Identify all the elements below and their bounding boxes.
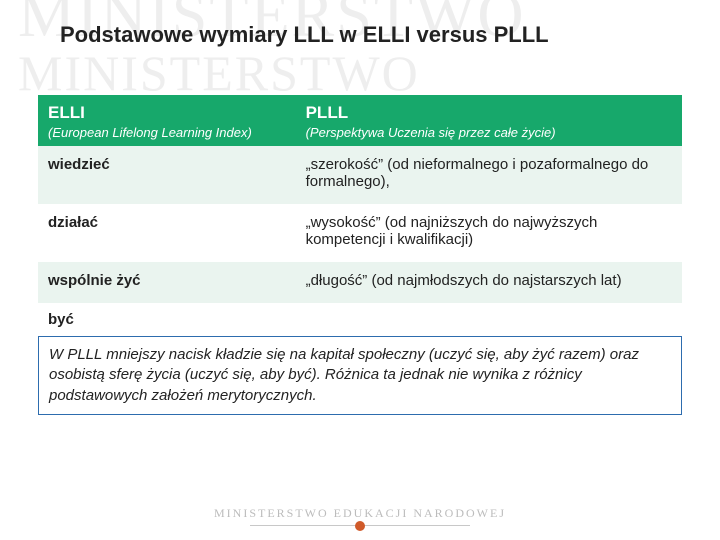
watermark-small: MINISTERSTWO	[18, 44, 420, 102]
page-title: Podstawowe wymiary LLL w ELLI versus PLL…	[60, 22, 690, 48]
cell-right: „wysokość” (od najniższych do najwyższyc…	[296, 204, 682, 262]
table-header-row: ELLI PLLL	[38, 95, 682, 125]
footer: MINISTERSTWO EDUKACJI NARODOWEJ	[0, 506, 720, 526]
comparison-table-container: ELLI PLLL (European Lifelong Learning In…	[38, 95, 682, 415]
header-plll: PLLL	[296, 95, 682, 125]
cell-right	[296, 303, 682, 332]
cell-right: „długość” (od najmłodszych do najstarszy…	[296, 262, 682, 303]
footer-ornament-icon	[355, 521, 365, 531]
cell-left: wspólnie żyć	[38, 262, 296, 303]
footer-divider	[250, 525, 470, 526]
cell-left: działać	[38, 204, 296, 262]
comparison-table: ELLI PLLL (European Lifelong Learning In…	[38, 95, 682, 332]
subheader-elli: (European Lifelong Learning Index)	[38, 125, 296, 146]
footnote-box: W PLLL mniejszy nacisk kładzie się na ka…	[38, 336, 682, 415]
table-row: działać „wysokość” (od najniższych do na…	[38, 204, 682, 262]
table-subheader-row: (European Lifelong Learning Index) (Pers…	[38, 125, 682, 146]
table-row: wspólnie żyć „długość” (od najmłodszych …	[38, 262, 682, 303]
table-row: wiedzieć „szerokość” (od nieformalnego i…	[38, 146, 682, 204]
cell-left: być	[38, 303, 296, 332]
table-row: być	[38, 303, 682, 332]
footer-text: MINISTERSTWO EDUKACJI NARODOWEJ	[0, 506, 720, 521]
cell-right: „szerokość” (od nieformalnego i pozaform…	[296, 146, 682, 204]
header-elli: ELLI	[38, 95, 296, 125]
subheader-plll: (Perspektywa Uczenia się przez całe życi…	[296, 125, 682, 146]
cell-left: wiedzieć	[38, 146, 296, 204]
